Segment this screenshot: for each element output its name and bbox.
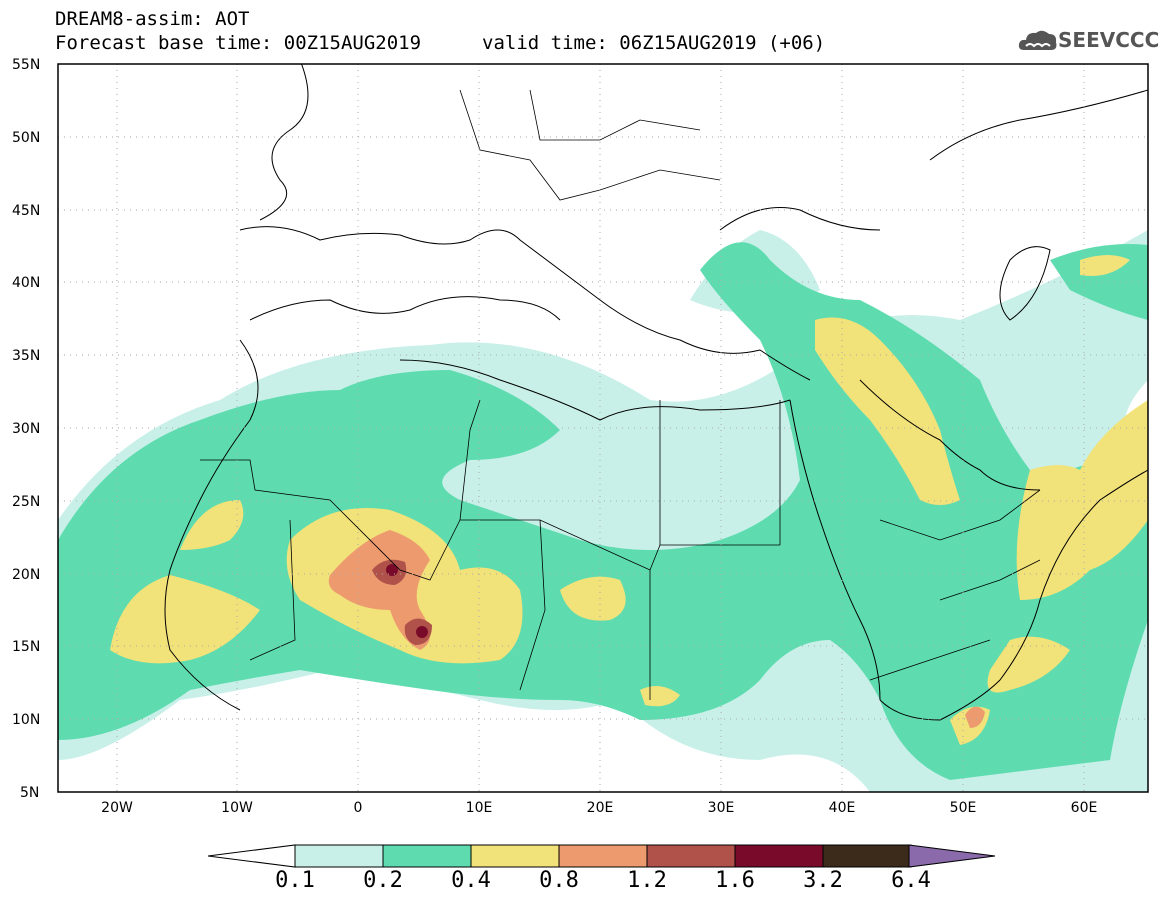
colorbar-swatch <box>294 844 384 868</box>
country-borders <box>200 89 1041 700</box>
logo-text: SEEVCCC <box>1058 28 1160 52</box>
lon-label: 50E <box>950 800 977 816</box>
colorbar-extend-high <box>908 844 996 868</box>
lat-label: 55N <box>12 57 40 73</box>
lon-label: 40E <box>829 800 856 816</box>
lon-label: 20E <box>587 800 614 816</box>
colorbar-label: 0.1 <box>275 868 315 893</box>
lat-label: 25N <box>12 494 40 510</box>
lon-label: 10E <box>466 800 493 816</box>
colorbar-swatch <box>734 844 824 868</box>
colorbar-extend-low <box>207 844 296 868</box>
map-title: DREAM8-assim: AOT <box>55 8 250 30</box>
lat-label: 35N <box>12 348 40 364</box>
colorbar-label: 6.4 <box>891 868 931 893</box>
aot-band-1.6 <box>386 564 428 638</box>
colorbar-swatch <box>822 844 912 868</box>
map-frame <box>57 63 1149 793</box>
colorbar-label: 0.8 <box>539 868 579 893</box>
lon-label: 60E <box>1071 800 1098 816</box>
valid-time: valid time: 06Z15AUG2019 (+06) <box>482 32 826 54</box>
colorbar-label: 1.2 <box>627 868 667 893</box>
aot-band-0.8 <box>328 530 985 728</box>
lat-label: 40N <box>12 275 40 291</box>
lat-label: 10N <box>12 712 40 728</box>
lat-label: 30N <box>12 421 40 437</box>
lon-label: 10W <box>221 800 253 816</box>
lon-label: 0 <box>354 800 363 816</box>
colorbar-swatch <box>382 844 472 868</box>
coastlines <box>164 64 1148 721</box>
lat-label: 45N <box>12 203 40 219</box>
lon-label: 30E <box>708 800 735 816</box>
colorbar-label: 3.2 <box>803 868 843 893</box>
lat-label: 20N <box>12 567 40 583</box>
cloud-logo-icon <box>1018 30 1057 50</box>
colorbar-swatch <box>558 844 648 868</box>
lat-labels: 55N 50N 45N 40N 35N 30N 25N 20N 15N 10N … <box>12 57 40 801</box>
colorbar-swatch <box>646 844 736 868</box>
lon-labels: 20W 10W 0 10E 20E 30E 40E 50E 60E <box>101 800 1097 816</box>
colorbar-label: 1.6 <box>715 868 755 893</box>
colorbar-swatch <box>470 844 560 868</box>
forecast-base-time: Forecast base time: 00Z15AUG2019 <box>55 32 422 54</box>
lat-label: 15N <box>12 639 40 655</box>
lat-label: 5N <box>20 785 39 801</box>
lat-label: 50N <box>12 130 40 146</box>
colorbar-label: 0.2 <box>363 868 403 893</box>
colorbar-label: 0.4 <box>451 868 491 893</box>
lon-label: 20W <box>101 800 133 816</box>
colorbar <box>207 844 996 868</box>
map-grid <box>58 64 1148 792</box>
